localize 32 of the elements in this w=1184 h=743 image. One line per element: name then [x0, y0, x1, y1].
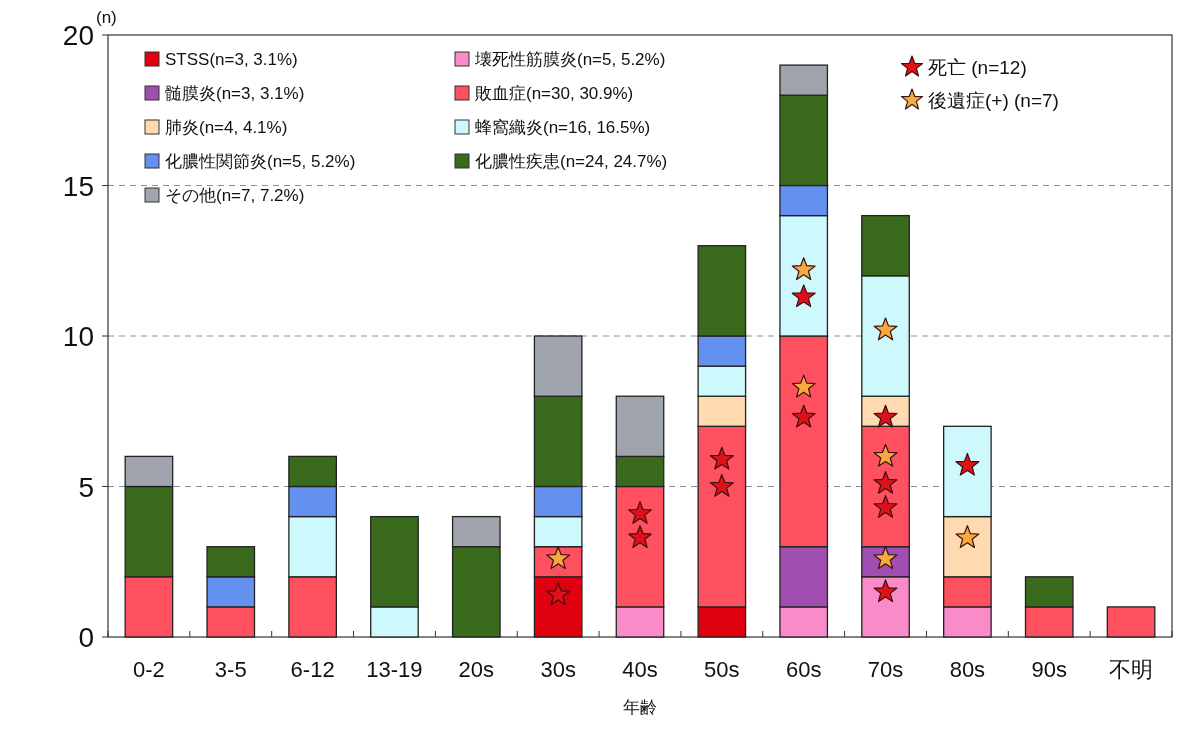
- legend-label: 敗血症(n=30, 30.9%): [475, 84, 634, 103]
- legend-label: 死亡 (n=12): [928, 57, 1027, 78]
- x-tick-label: 50s: [704, 657, 740, 682]
- x-tick-label: 0-2: [133, 657, 165, 682]
- legend-label: STSS(n=3, 3.1%): [165, 50, 298, 69]
- bar: [1106, 606, 1156, 638]
- x-tick-label: 90s: [1031, 657, 1067, 682]
- legend-label: 蜂窩織炎(n=16, 16.5%): [475, 118, 651, 137]
- x-tick-label: 6-12: [290, 657, 335, 682]
- y-tick-label: 10: [62, 321, 94, 352]
- legend-label: 肺炎(n=4, 4.1%): [165, 118, 288, 137]
- legend-label: 髄膜炎(n=3, 3.1%): [165, 84, 305, 103]
- x-tick-label: 不明: [1109, 657, 1154, 682]
- x-tick-label: 20s: [458, 657, 495, 682]
- x-axis-title: 年齢: [623, 698, 657, 717]
- y-tick-label: 15: [62, 170, 94, 202]
- legend-label: 後遺症(+) (n=7): [928, 90, 1059, 111]
- x-tick-label: 30s: [540, 657, 576, 682]
- x-tick-label: 13-19: [366, 657, 423, 682]
- y-tick-label: 0: [78, 622, 94, 653]
- x-tick-label: 70s: [867, 657, 904, 682]
- y-tick-label: 5: [78, 471, 94, 503]
- x-tick-label: 3-5: [214, 657, 247, 682]
- x-tick-label: 40s: [622, 657, 658, 682]
- legend-label: その他(n=7, 7.2%): [165, 186, 305, 205]
- legend-label: 化膿性関節炎(n=5, 5.2%): [165, 152, 356, 171]
- legend-label: 化膿性疾患(n=24, 24.7%): [475, 152, 668, 171]
- x-tick-label: 80s: [949, 657, 986, 682]
- y-tick-label: 20: [62, 20, 94, 51]
- y-axis-title: (n): [96, 8, 117, 27]
- legend-label: 壊死性筋膜炎(n=5, 5.2%): [474, 50, 666, 69]
- x-tick-label: 60s: [785, 657, 822, 682]
